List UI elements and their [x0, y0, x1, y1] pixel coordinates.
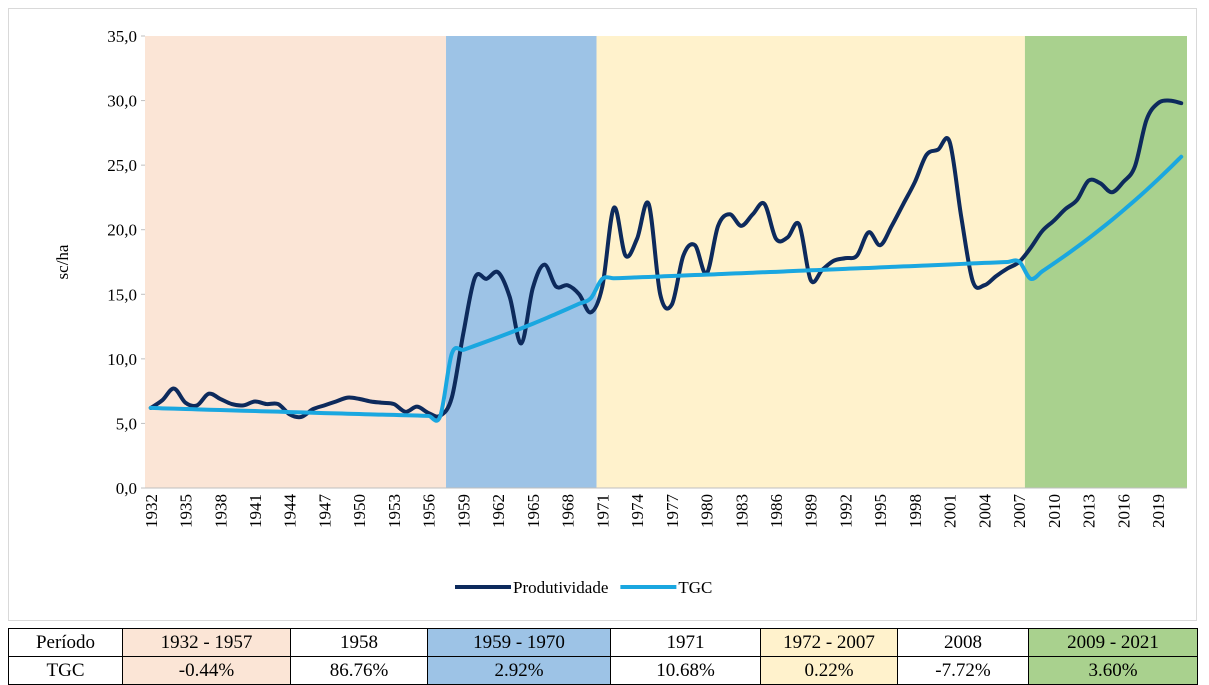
x-tick-label: 1956 [420, 494, 439, 528]
x-tick-label: 1932 [142, 494, 161, 528]
x-tick-label: 1989 [802, 494, 821, 528]
x-tick-label: 1986 [767, 494, 786, 528]
legend-label: Produtividade [513, 578, 608, 597]
y-axis-label: sc/ha [53, 244, 72, 279]
table-cell: 1958 [290, 628, 428, 657]
x-tick-label: 2010 [1045, 494, 1064, 528]
x-tick-label: 1935 [177, 494, 196, 528]
table-cell: -0.44% [122, 656, 291, 685]
x-tick-label: 2001 [941, 494, 960, 528]
table: Período 1932 - 1957 1958 1959 - 1970 1971 197… [8, 628, 1198, 685]
y-tick-label: 0,0 [116, 479, 137, 498]
y-tick-label: 15,0 [107, 285, 137, 304]
y-tick-label: 30,0 [107, 92, 137, 111]
x-tick-label: 1983 [732, 494, 751, 528]
table-cell: 2009 - 2021 [1028, 628, 1198, 657]
table-cell: -7.72% [897, 656, 1029, 685]
x-tick-label: 1971 [593, 494, 612, 528]
table-cell: 10.68% [610, 656, 761, 685]
period-band [145, 36, 447, 488]
x-tick-label: 1962 [489, 494, 508, 528]
x-tick-label: 2004 [975, 494, 994, 529]
table-row: TGC -0.44% 86.76% 2.92% 10.68% 0.22% -7.72% 3.6… [8, 656, 1198, 685]
y-tick-label: 35,0 [107, 27, 137, 46]
y-tick-label: 5,0 [116, 414, 137, 433]
table-cell: 0.22% [760, 656, 898, 685]
y-tick-label: 20,0 [107, 221, 137, 240]
table-cell: 3.60% [1028, 656, 1198, 685]
x-tick-label: 1941 [246, 494, 265, 528]
x-tick-label: 1953 [385, 494, 404, 528]
x-tick-label: 1944 [281, 494, 300, 529]
line-series [148, 98, 1184, 420]
x-tick-label: 1980 [698, 494, 717, 528]
x-tick-label: 1977 [663, 494, 682, 529]
x-tick-label: 1959 [454, 494, 473, 528]
table-cell: 1972 - 2007 [760, 628, 898, 657]
period-band [1024, 36, 1187, 488]
x-tick-label: 2013 [1080, 494, 1099, 528]
line-series [148, 154, 1184, 423]
table-cell: Período [8, 628, 123, 657]
table-cell: 2.92% [427, 656, 611, 685]
x-tick-label: 1938 [211, 494, 230, 528]
table-cell: 86.76% [290, 656, 428, 685]
table-row: Período 1932 - 1957 1958 1959 - 1970 1971 197… [8, 628, 1198, 657]
period-band [596, 36, 1025, 488]
legend-label: TGC [678, 578, 712, 597]
x-tick-label: 1998 [906, 494, 925, 528]
x-tick-label: 1947 [315, 494, 334, 529]
x-tick-label: 1968 [559, 494, 578, 528]
period-band [446, 36, 597, 488]
x-tick-label: 2007 [1010, 494, 1029, 529]
x-tick-label: 1950 [350, 494, 369, 528]
x-tick-label: 1974 [628, 494, 647, 529]
table-cell: 2008 [897, 628, 1029, 657]
y-tick-label: 25,0 [107, 156, 137, 175]
table-cell: TGC [8, 656, 123, 685]
y-tick-label: 10,0 [107, 350, 137, 369]
x-tick-label: 1995 [871, 494, 890, 528]
x-tick-label: 1965 [524, 494, 543, 528]
table-cell: 1959 - 1970 [427, 628, 611, 657]
x-tick-label: 2019 [1149, 494, 1168, 528]
table-cell: 1932 - 1957 [122, 628, 291, 657]
chart: sc/ha 0,0 5,0 10,0 15,0 20,0 25,0 30,0 35,0 1932… [8, 8, 1197, 621]
x-tick-label: 2016 [1114, 494, 1133, 528]
table-cell: 1971 [610, 628, 761, 657]
x-tick-label: 1992 [836, 494, 855, 528]
